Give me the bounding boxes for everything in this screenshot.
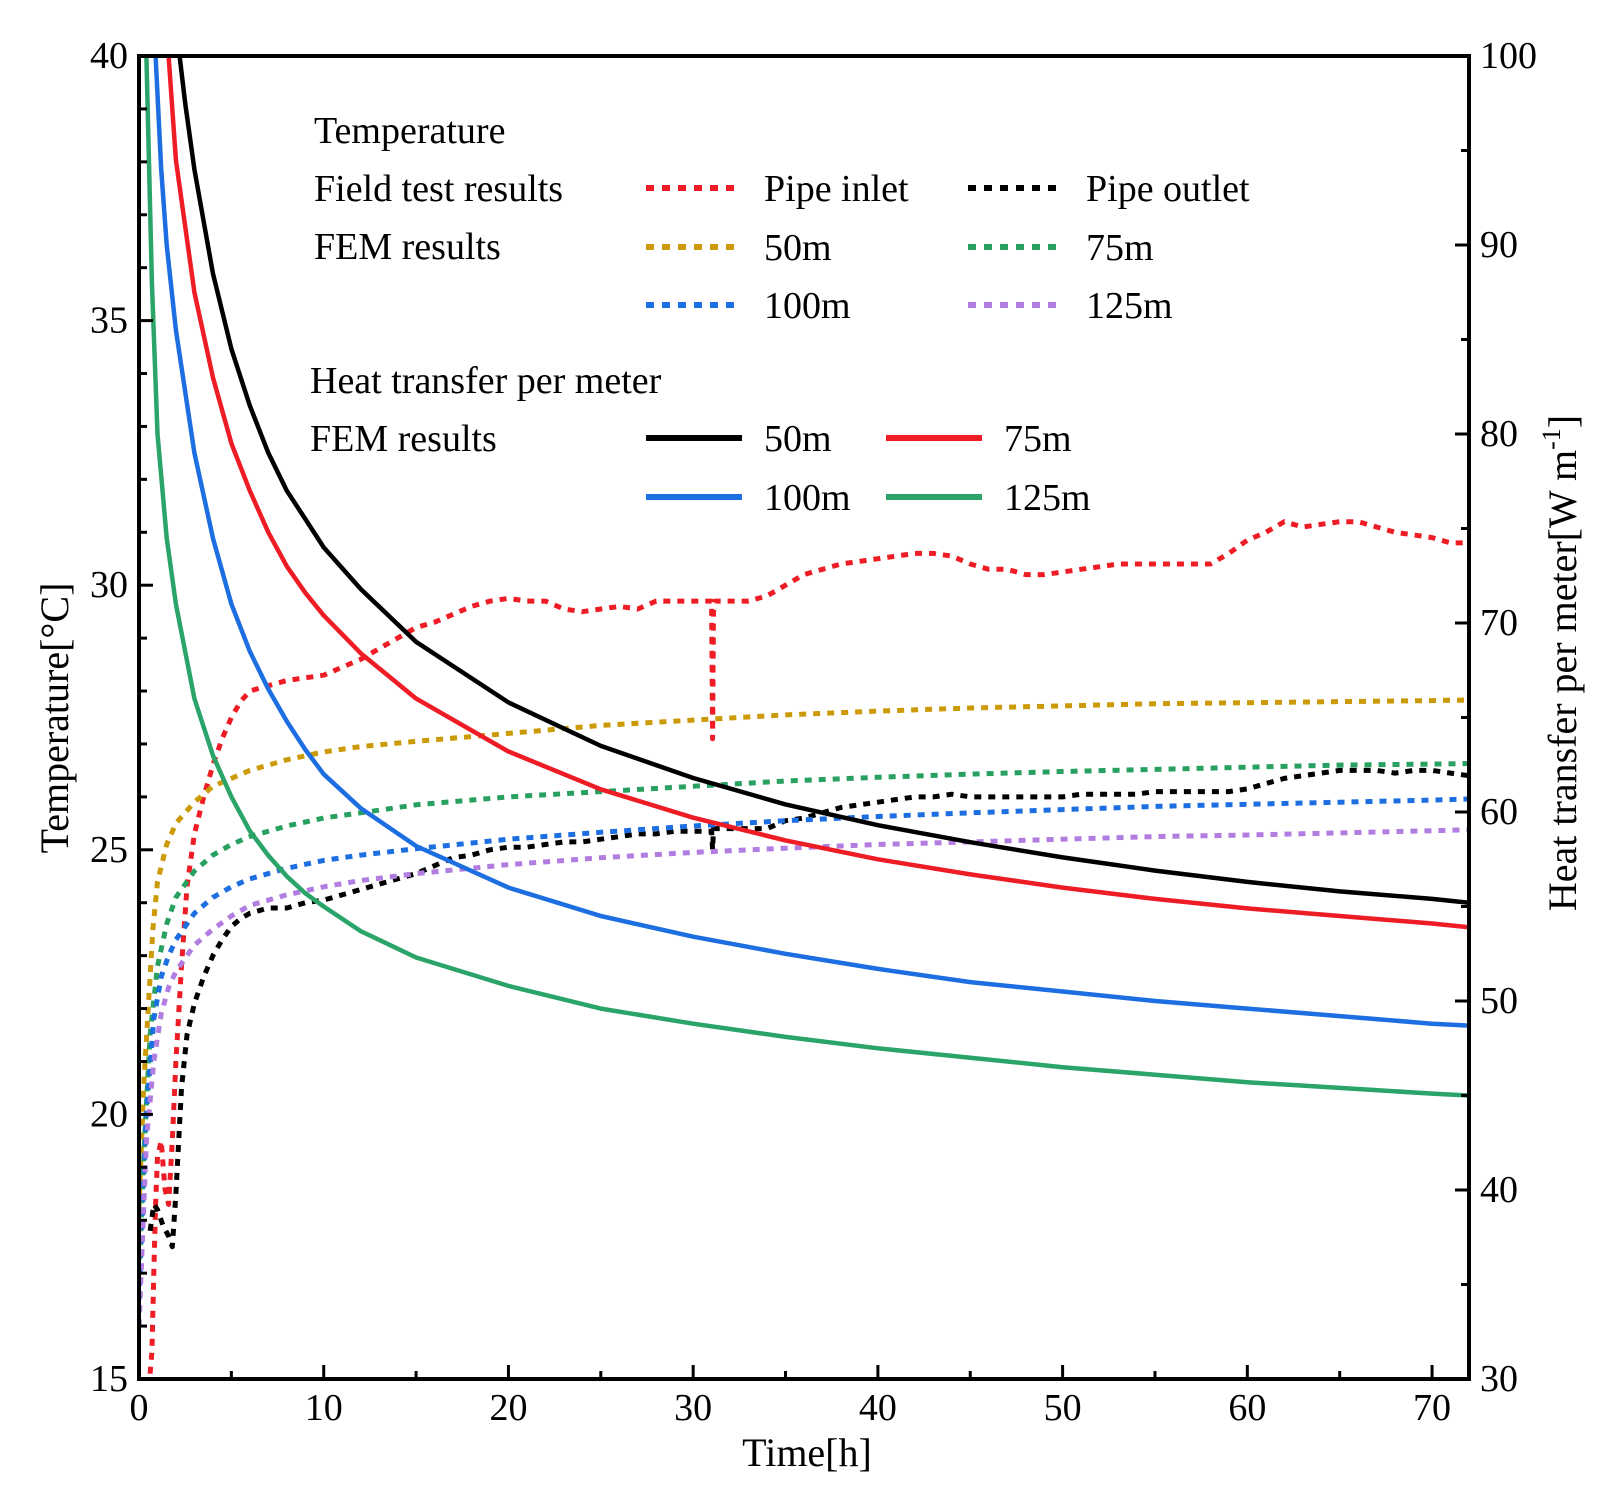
legend-entry-temp-75m: 75m	[1086, 227, 1154, 269]
y-axis-right-title: Heat transfer per meter[W m-1]	[1537, 415, 1585, 911]
x-axis-title: Time[h]	[742, 1430, 872, 1475]
series-layer	[139, 56, 1469, 1374]
y-right-tick-label: 30	[1480, 1358, 1518, 1400]
y-left-tick-label: 15	[90, 1358, 128, 1400]
x-tick-label: 0	[130, 1387, 149, 1429]
x-tick-label: 30	[674, 1387, 712, 1429]
legend-heat-heading: Heat transfer per meter	[310, 360, 662, 402]
legend-entry-temp-125m: 125m	[1086, 285, 1173, 327]
y-right-tick-label: 50	[1480, 980, 1518, 1022]
series-line-left-50m	[139, 697, 1469, 1210]
y-left-tick-label: 30	[90, 564, 128, 606]
y-axis-left-title: Temperature[°C]	[32, 583, 77, 854]
y-right-tick-label: 60	[1480, 791, 1518, 833]
x-tick-label: 50	[1044, 1387, 1082, 1429]
y-axis-right-title-main: Heat transfer per meter[W m	[1540, 450, 1585, 911]
x-tick-label: 10	[305, 1387, 343, 1429]
y-right-tick-label: 90	[1480, 224, 1518, 266]
legend-entry-heat-125m: 125m	[1004, 477, 1091, 519]
series-line-left-125m	[139, 827, 1469, 1327]
y-left-tick-label: 35	[90, 300, 128, 342]
legend-fem-label-temp: FEM results	[314, 226, 501, 268]
y-right-tick-label: 70	[1480, 602, 1518, 644]
legend-entry-heat-100m: 100m	[764, 477, 851, 519]
y-right-tick-label: 100	[1480, 35, 1537, 77]
y-axis-right-title-sup: -1	[1537, 428, 1566, 450]
x-tick-label: 40	[859, 1387, 897, 1429]
series-line-right-100m	[153, 56, 1469, 1028]
y-axis-right-title-close: ]	[1540, 415, 1585, 428]
x-tick-label: 70	[1413, 1387, 1451, 1429]
y-left-tick-label: 20	[90, 1093, 128, 1135]
legend-entry-temp-100m: 100m	[764, 285, 851, 327]
series-line-left-pipe-inlet	[147, 519, 1469, 1374]
legend-entry-heat-75m: 75m	[1004, 418, 1072, 460]
y-right-tick-label: 80	[1480, 413, 1518, 455]
y-right-tick-label: 40	[1480, 1169, 1518, 1211]
legend-entry-pipe-outlet: Pipe outlet	[1086, 168, 1250, 210]
legend-temperature-heading: Temperature	[314, 110, 505, 152]
legend-fem-label-heat: FEM results	[310, 418, 497, 460]
legend-entry-pipe-inlet: Pipe inlet	[764, 168, 909, 210]
series-line-left-pipe-outlet	[147, 767, 1469, 1250]
legend: Temperature Field test results FEM resul…	[310, 110, 1250, 519]
x-tick-label: 60	[1228, 1387, 1266, 1429]
legend-field-label: Field test results	[314, 168, 563, 210]
ticks-layer: 0 10 20 30 40 50 60 70 15 20 25 30 35 40 30 40 50 60 70 80 9…	[90, 35, 1537, 1429]
series-line-right-50m	[177, 56, 1469, 905]
y-left-tick-label: 25	[90, 829, 128, 871]
series-line-right-125m	[144, 56, 1469, 1098]
series-line-left-75m	[139, 761, 1469, 1274]
series-line-left-100m	[139, 796, 1469, 1300]
legend-entry-temp-50m: 50m	[764, 227, 832, 269]
legend-entry-heat-50m: 50m	[764, 418, 832, 460]
x-tick-label: 20	[489, 1387, 527, 1429]
y-left-tick-label: 40	[90, 35, 128, 77]
series-line-right-75m	[166, 56, 1469, 930]
